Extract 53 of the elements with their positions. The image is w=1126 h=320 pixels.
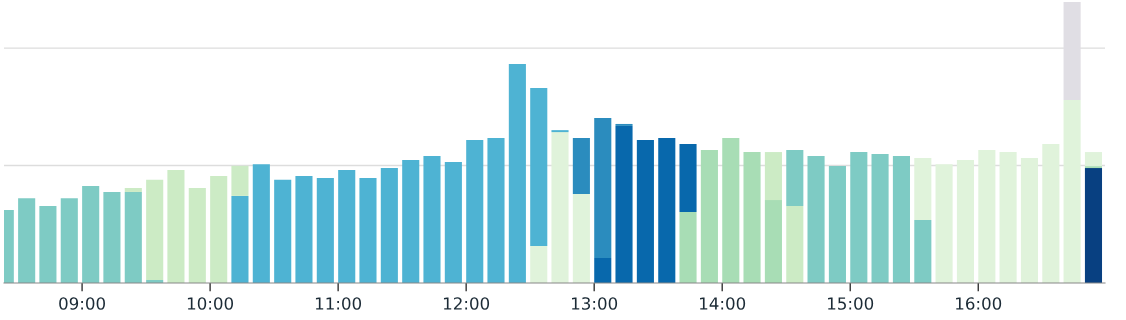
bar <box>338 170 356 283</box>
bar <box>764 152 782 201</box>
bar <box>1084 152 1103 167</box>
x-tick-label: 10:00 <box>187 297 234 310</box>
bar <box>359 177 377 283</box>
bar <box>679 211 697 283</box>
x-tick-label: 15:00 <box>828 297 874 310</box>
bar <box>231 165 249 196</box>
bar <box>658 138 676 283</box>
bar <box>786 150 804 207</box>
bar <box>423 155 441 283</box>
bar <box>316 177 334 283</box>
bar <box>1084 168 1103 283</box>
bar <box>850 152 868 283</box>
bar <box>892 155 910 283</box>
bar <box>679 143 697 212</box>
x-tick-label: 12:00 <box>443 297 490 310</box>
bar <box>764 200 782 283</box>
bar <box>231 195 249 283</box>
x-tick-label: 13:00 <box>572 297 618 310</box>
bar <box>295 175 313 283</box>
bar <box>636 139 654 283</box>
bar <box>380 168 398 283</box>
bar <box>871 154 889 283</box>
bar <box>274 179 292 283</box>
bar <box>615 125 633 283</box>
bar <box>82 186 100 283</box>
bar <box>466 139 484 283</box>
bar <box>722 138 740 283</box>
bar <box>124 191 142 283</box>
bar <box>60 198 78 283</box>
bar <box>124 188 142 192</box>
bar <box>828 166 846 283</box>
bar <box>700 150 718 283</box>
bar <box>39 206 57 283</box>
x-tick-label: 16:00 <box>956 297 1002 310</box>
bar <box>594 118 612 258</box>
bar <box>487 138 505 283</box>
x-tick-label: 11:00 <box>315 297 362 310</box>
bar <box>444 161 462 283</box>
bar <box>807 155 825 283</box>
bar <box>508 64 526 283</box>
bar <box>743 152 761 283</box>
bar <box>402 159 420 283</box>
bar <box>572 138 590 194</box>
x-tick-label: 09:00 <box>59 297 105 310</box>
bar <box>594 257 612 283</box>
bar <box>146 179 164 280</box>
bar <box>103 191 121 283</box>
bar <box>914 220 932 283</box>
bar <box>252 164 270 283</box>
x-tick-label: 14:00 <box>700 297 746 310</box>
bar <box>18 198 36 283</box>
